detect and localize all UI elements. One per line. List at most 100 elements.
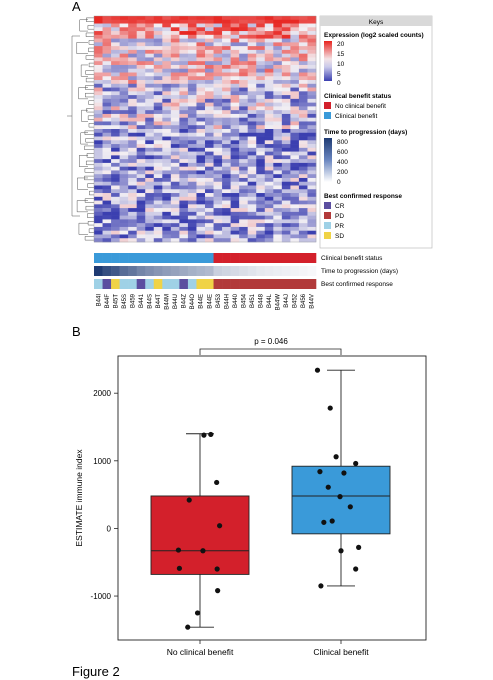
heatmap-cell [205,42,214,47]
heatmap-cell [230,151,240,156]
heatmap-cell [179,144,189,149]
heatmap-cell [239,162,248,167]
heatmap-cell [162,46,172,51]
heatmap-cell [102,64,112,70]
heatmap-cell [187,208,197,213]
heatmap-cell [162,64,172,70]
ttp-tick: 600 [337,149,348,156]
heatmap-cell [111,46,120,51]
heatmap-cell [153,132,163,137]
heatmap-cell [179,121,189,126]
heatmap-cell [222,211,231,216]
heatmap-cell [128,144,137,149]
heatmap-cell [222,129,231,134]
heatmap-cell [187,185,197,190]
heatmap-cell [205,95,214,100]
heatmap-cell [213,95,223,100]
response-cell [222,279,231,289]
heatmap-cell [94,193,103,198]
heatmap-cell [213,204,223,209]
heatmap-cell [273,49,283,54]
heatmap-cell [290,83,300,88]
heatmap-cell [128,185,137,190]
heatmap-cell [170,170,180,175]
heatmap-cell [179,223,189,228]
heatmap-cell [196,144,206,149]
heatmap-cell [222,215,231,220]
heatmap-cell [136,27,146,32]
y-tick-label: 2000 [93,389,111,398]
heatmap-cell [102,53,112,58]
heatmap-cell [222,223,231,228]
heatmap-cell [170,53,180,58]
heatmap-cell [213,185,223,190]
heatmap-cell [239,223,248,228]
heatmap-cell [222,196,231,201]
heatmap-cell [307,219,317,224]
heatmap-cell [145,80,155,85]
heatmap-cell [256,129,266,134]
benefit-cell [222,253,231,263]
heatmap-cell [119,204,129,209]
heatmap-cell [256,23,266,28]
heatmap-cell [119,76,129,81]
heatmap-cell [102,117,112,122]
heatmap-cell [213,49,223,54]
heatmap-cell [119,230,129,235]
heatmap-cell [213,87,223,92]
heatmap-cell [222,72,231,77]
heatmap-cell [273,136,283,141]
heatmap-cell [119,57,129,62]
heatmap-cell [102,166,112,171]
heatmap-cell [264,110,274,115]
heatmap-cell [187,80,197,85]
heatmap-cell [247,211,257,216]
heatmap-cell [162,129,172,134]
heatmap-cell [205,140,214,145]
legend-swatch-pd [324,212,331,219]
heatmap-cell [222,151,231,156]
heatmap-cell [230,226,240,231]
heatmap-cell [179,238,189,243]
heatmap-cell [153,234,163,239]
heatmap-cell [136,34,146,39]
heatmap-cell [187,72,197,77]
heatmap-cell [102,219,112,224]
heatmap-cell [205,170,214,175]
heatmap-cell [256,136,266,141]
heatmap-cell [247,121,257,126]
heatmap-cell [187,57,197,62]
heatmap-cell [307,38,317,43]
heatmap-cell [153,80,163,85]
benefit-cell [128,253,137,263]
heatmap-cell [111,110,120,115]
heatmap-cell [222,147,231,152]
heatmap-cell [290,102,300,107]
heatmap-cell [162,57,172,62]
heatmap-cell [170,193,180,198]
heatmap-cell [239,234,248,239]
heatmap-cell [196,204,206,209]
heatmap-cell [196,38,206,43]
plot-frame [117,355,427,641]
heatmap-cell [256,34,266,39]
heatmap-cell [239,19,248,24]
heatmap-cell [290,208,300,213]
heatmap-cell [145,204,155,209]
heatmap-cell [179,132,189,137]
heatmap-cell [213,147,223,152]
heatmap-cell [145,121,155,126]
heatmap-cell [239,68,248,73]
heatmap-cell [136,91,146,96]
heatmap-cell [153,113,163,118]
heatmap-cell [179,102,189,107]
heatmap-cell [196,174,206,179]
heatmap-cell [128,49,137,54]
heatmap-cell [128,204,137,209]
heatmap-cell [230,174,240,179]
heatmap-cell [145,49,155,54]
heatmap-cell [187,121,197,126]
heatmap-cell [230,204,240,209]
data-point [341,470,347,476]
heatmap-cell [256,16,266,21]
